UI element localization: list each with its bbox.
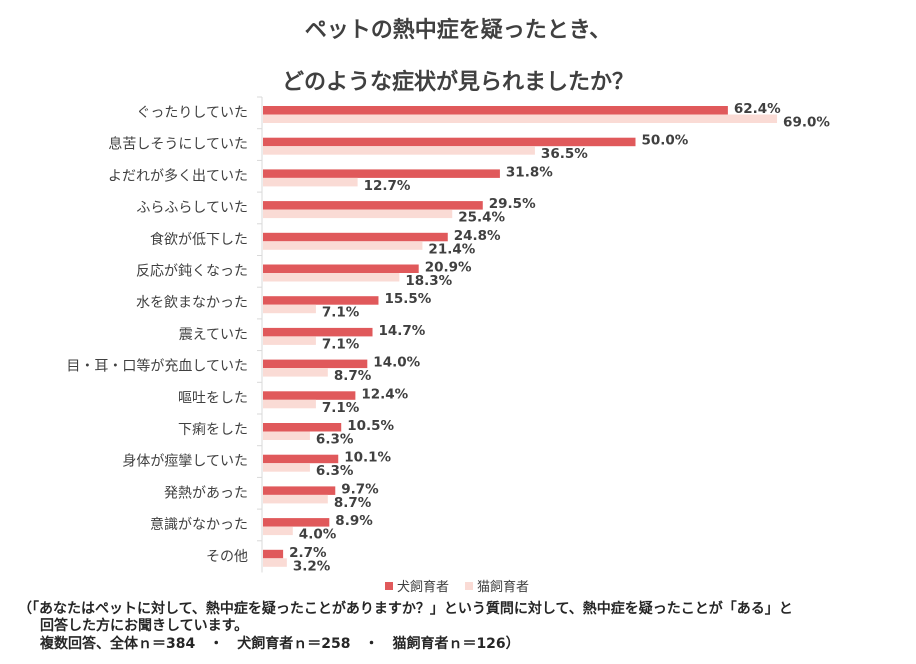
value-label-dog: 10.5% <box>347 418 394 434</box>
value-label-dog: 50.0% <box>642 133 689 149</box>
category-label: 発熱があった <box>164 485 248 501</box>
bar-cat <box>263 526 293 536</box>
value-label-cat: 7.1% <box>322 336 360 352</box>
bar-cat <box>263 368 328 377</box>
category-label: 震えていた <box>179 327 248 343</box>
chart-title-line1: ペットの熱中症を疑ったとき、 <box>304 18 612 43</box>
bar-cat <box>263 558 287 567</box>
category-label: ぐったりしていた <box>136 105 248 121</box>
category-label: その他 <box>206 549 248 565</box>
bar-cat <box>263 304 316 314</box>
value-label-cat: 6.3% <box>316 463 354 479</box>
category-label: 目・耳・口等が充血していた <box>66 358 248 375</box>
bar-dog <box>263 359 368 369</box>
bar-cat <box>263 177 358 187</box>
value-label-cat: 36.5% <box>541 146 588 162</box>
category-label: 水を飲まなかった <box>136 295 248 311</box>
legend-cat-swatch <box>465 581 474 590</box>
bar-cat <box>263 114 778 123</box>
legend-dog-label: 犬飼育者 <box>397 580 450 595</box>
value-label-cat: 4.0% <box>299 527 337 543</box>
bar-dog <box>263 137 636 147</box>
value-label-cat: 18.3% <box>405 273 452 289</box>
bar-cat <box>263 494 328 504</box>
survey-note-line2: 回答した方にお聞きしています。 <box>40 618 249 634</box>
value-label-cat: 6.3% <box>316 432 354 448</box>
bar-dog <box>263 518 330 527</box>
value-label-cat: 25.4% <box>458 210 505 226</box>
bar-dog <box>263 264 419 273</box>
bar-chart: ぐったりしていた 62.4%69.0% 息苦しそうにしていた 50.0% 36.5% よだ… <box>66 96 830 574</box>
category-label: ふらふらしていた <box>136 200 248 216</box>
value-label-cat: 8.7% <box>334 368 372 384</box>
bar-cat <box>263 273 400 282</box>
value-label-cat: 12.7% <box>364 178 411 194</box>
bar-cat <box>263 399 316 409</box>
legend: 犬飼育者 猫飼育者 <box>385 576 529 595</box>
value-label-dog: 10.1% <box>344 450 391 466</box>
bar-dog <box>263 327 373 337</box>
bar-dog <box>263 106 728 115</box>
bar-cat <box>263 336 316 345</box>
bar-cat <box>263 209 453 219</box>
value-label-dog: 12.4% <box>361 386 408 402</box>
category-label: 嘔吐をした <box>178 390 248 406</box>
survey-note-line1: （「あなたはペットに対して、熱中症を疑ったことがありますか？」という質問に対して… <box>18 601 793 617</box>
value-label-dog: 2.7% <box>289 545 327 561</box>
value-label-dog: 15.5% <box>384 291 431 307</box>
legend-dog-swatch <box>385 581 393 590</box>
bar-dog <box>263 296 379 305</box>
value-label-dog: 24.8% <box>454 228 501 244</box>
bar-dog <box>263 486 336 495</box>
category-label: 食欲が低下した <box>150 231 248 248</box>
value-label-cat: 8.7% <box>334 495 372 511</box>
value-label-dog: 62.4% <box>734 101 781 117</box>
bar-dog <box>263 549 284 559</box>
value-label-dog: 9.7% <box>341 481 379 497</box>
category-label: 身体が痙攣していた <box>122 454 248 470</box>
category-label: 反応が鈍くなった <box>136 264 248 280</box>
value-label-dog: 14.0% <box>373 355 420 371</box>
bar-dog <box>263 454 339 464</box>
value-label-dog: 29.5% <box>489 196 536 212</box>
value-label-cat: 69.0% <box>783 115 830 131</box>
value-label-dog: 8.9% <box>335 513 373 529</box>
bar-dog <box>263 201 483 210</box>
legend-cat-label: 猫飼育者 <box>477 580 530 595</box>
chart-title-line2: どのような症状が見られましたか？ <box>281 70 634 95</box>
survey-note-line3: 複数回答、全体ｎ＝384 ・ 犬飼育者ｎ＝258 ・ 猫飼育者ｎ＝126） <box>40 636 520 652</box>
value-label-dog: 31.8% <box>506 164 553 180</box>
bar-cat <box>263 146 535 155</box>
bar-cat <box>263 431 310 440</box>
bar-dog <box>263 423 342 432</box>
bar-dog <box>263 232 448 242</box>
value-label-cat: 7.1% <box>322 400 360 416</box>
value-label-cat: 7.1% <box>322 305 360 321</box>
value-label-cat: 3.2% <box>293 558 331 574</box>
bar-cat <box>263 241 423 250</box>
bar-cat <box>263 463 310 472</box>
category-label: 息苦しそうにしていた <box>108 136 248 153</box>
bar-dog <box>263 391 356 400</box>
value-label-dog: 14.7% <box>379 323 426 339</box>
category-label: 下痢をした <box>178 422 248 438</box>
category-label: よだれが多く出ていた <box>108 167 248 184</box>
bar-dog <box>263 169 500 178</box>
category-label: 意識がなかった <box>150 516 248 533</box>
value-label-dog: 20.9% <box>425 260 472 276</box>
value-label-cat: 21.4% <box>428 241 475 257</box>
